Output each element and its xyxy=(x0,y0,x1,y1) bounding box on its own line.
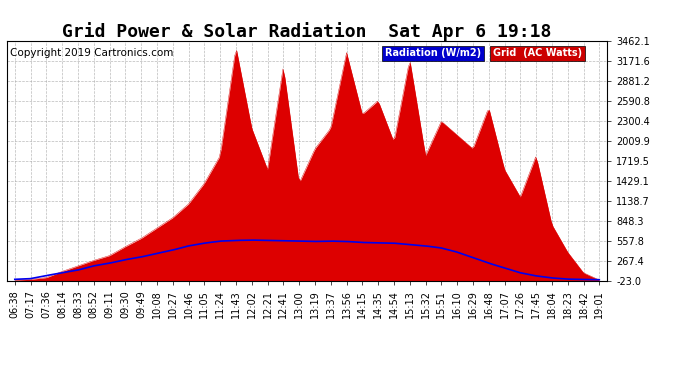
Title: Grid Power & Solar Radiation  Sat Apr 6 19:18: Grid Power & Solar Radiation Sat Apr 6 1… xyxy=(62,22,552,41)
Text: Grid  (AC Watts): Grid (AC Watts) xyxy=(493,48,582,58)
Text: Radiation (W/m2): Radiation (W/m2) xyxy=(385,48,481,58)
Text: Copyright 2019 Cartronics.com: Copyright 2019 Cartronics.com xyxy=(10,48,173,58)
